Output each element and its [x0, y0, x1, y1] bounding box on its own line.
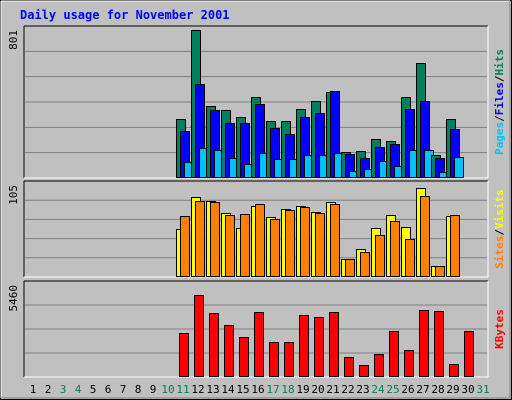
panel-kbytes: 5460 KBytes [7, 280, 506, 378]
bar-kbytes-day-24 [374, 354, 384, 377]
bar-sites-day-29 [450, 215, 460, 277]
day-label-21: 21 [326, 383, 339, 396]
legend-entry: Visits [493, 189, 506, 229]
bar-sites-day-19 [300, 207, 310, 277]
legend-entry: / [493, 229, 506, 236]
bar-kbytes-day-15 [239, 337, 249, 377]
bar-kbytes-day-17 [269, 342, 279, 377]
scale-max-label: 801 [7, 30, 20, 50]
day-label-10: 10 [161, 383, 174, 396]
legend-entry: Pages [493, 122, 506, 155]
day-label-16: 16 [251, 383, 264, 396]
bar-kbytes-day-16 [254, 312, 264, 377]
bar-sites-day-23 [360, 252, 370, 277]
legend-entry: KBytes [493, 309, 506, 349]
bar-sites-day-14 [225, 215, 235, 277]
panel-legend: Pages/Files/Hits [493, 49, 506, 155]
bar-sites-day-12 [195, 201, 205, 277]
day-label-20: 20 [311, 383, 324, 396]
bar-sites-day-27 [420, 196, 430, 277]
day-label-31: 31 [476, 383, 489, 396]
day-label-7: 7 [120, 383, 127, 396]
day-label-11: 11 [176, 383, 189, 396]
chart-title: Daily usage for November 2001 [20, 8, 230, 22]
day-label-30: 30 [461, 383, 474, 396]
bar-sites-day-18 [285, 210, 295, 277]
bar-sites-day-16 [255, 204, 265, 277]
panel-visits-sites: 105 Sites/Visits [7, 180, 506, 278]
day-label-15: 15 [236, 383, 249, 396]
day-label-22: 22 [341, 383, 354, 396]
legend-entry: Hits [493, 49, 506, 76]
bar-sites-day-24 [375, 235, 385, 277]
bar-kbytes-day-25 [389, 331, 399, 377]
chart-panels: 801Pages/Files/Hits105Sites/Visits5460KB… [7, 25, 506, 378]
bar-sites-day-17 [270, 219, 280, 277]
bar-kbytes-day-14 [224, 325, 234, 377]
bar-kbytes-day-21 [329, 312, 339, 377]
bar-kbytes-day-27 [419, 310, 429, 377]
day-label-4: 4 [75, 383, 82, 396]
legend-entry: Sites [493, 236, 506, 269]
bar-sites-day-11 [180, 216, 190, 277]
bar-kbytes-day-20 [314, 317, 324, 377]
day-label-18: 18 [281, 383, 294, 396]
legend-entry: / [493, 75, 506, 82]
day-label-1: 1 [30, 383, 37, 396]
bar-sites-day-21 [330, 204, 340, 277]
bar-kbytes-day-29 [449, 364, 459, 377]
bar-sites-day-26 [405, 239, 415, 277]
bar-kbytes-day-23 [359, 365, 369, 377]
bar-kbytes-day-19 [299, 315, 309, 377]
day-label-24: 24 [371, 383, 385, 396]
day-label-23: 23 [356, 383, 369, 396]
day-label-27: 27 [416, 383, 429, 396]
bar-kbytes-day-22 [344, 357, 354, 377]
bar-sites-day-20 [315, 213, 325, 277]
day-label-12: 12 [191, 383, 204, 396]
day-label-29: 29 [446, 383, 459, 396]
day-label-8: 8 [135, 383, 142, 396]
bar-sites-day-25 [390, 221, 400, 277]
day-label-2: 2 [45, 383, 52, 396]
bar-sites-day-15 [240, 214, 250, 277]
bar-kbytes-day-26 [404, 350, 414, 377]
panel-legend: Sites/Visits [493, 189, 506, 269]
day-axis-labels: 1 2 3 4 5 6 7 8 9 10 11 12 13 14 15 16 17 18 19 20 21 22 23 24 2… [30, 383, 490, 396]
bar-pages-day-29 [454, 157, 464, 178]
bar-kbytes-day-12 [194, 295, 204, 377]
bar-kbytes-day-18 [284, 342, 294, 377]
day-label-9: 9 [150, 383, 157, 396]
bar-kbytes-day-30 [464, 331, 474, 377]
bar-sites-day-28 [435, 266, 445, 277]
legend-entry: / [493, 115, 506, 122]
legend-entry: Files [493, 82, 506, 115]
scale-max-label: 5460 [7, 285, 20, 312]
panel-legend: KBytes [493, 309, 506, 349]
bar-sites-day-13 [210, 202, 220, 277]
day-label-17: 17 [266, 383, 279, 396]
day-label-6: 6 [105, 383, 112, 396]
day-label-5: 5 [90, 383, 97, 396]
day-label-3: 3 [60, 383, 67, 396]
day-label-14: 14 [221, 383, 235, 396]
day-label-25: 25 [386, 383, 399, 396]
scale-max-label: 105 [7, 185, 20, 205]
bar-kbytes-day-11 [179, 333, 189, 377]
bar-kbytes-day-28 [434, 311, 444, 377]
day-label-26: 26 [401, 383, 414, 396]
day-label-13: 13 [206, 383, 219, 396]
day-label-28: 28 [431, 383, 444, 396]
bar-sites-day-22 [345, 259, 355, 277]
bar-kbytes-day-13 [209, 313, 219, 377]
day-label-19: 19 [296, 383, 309, 396]
